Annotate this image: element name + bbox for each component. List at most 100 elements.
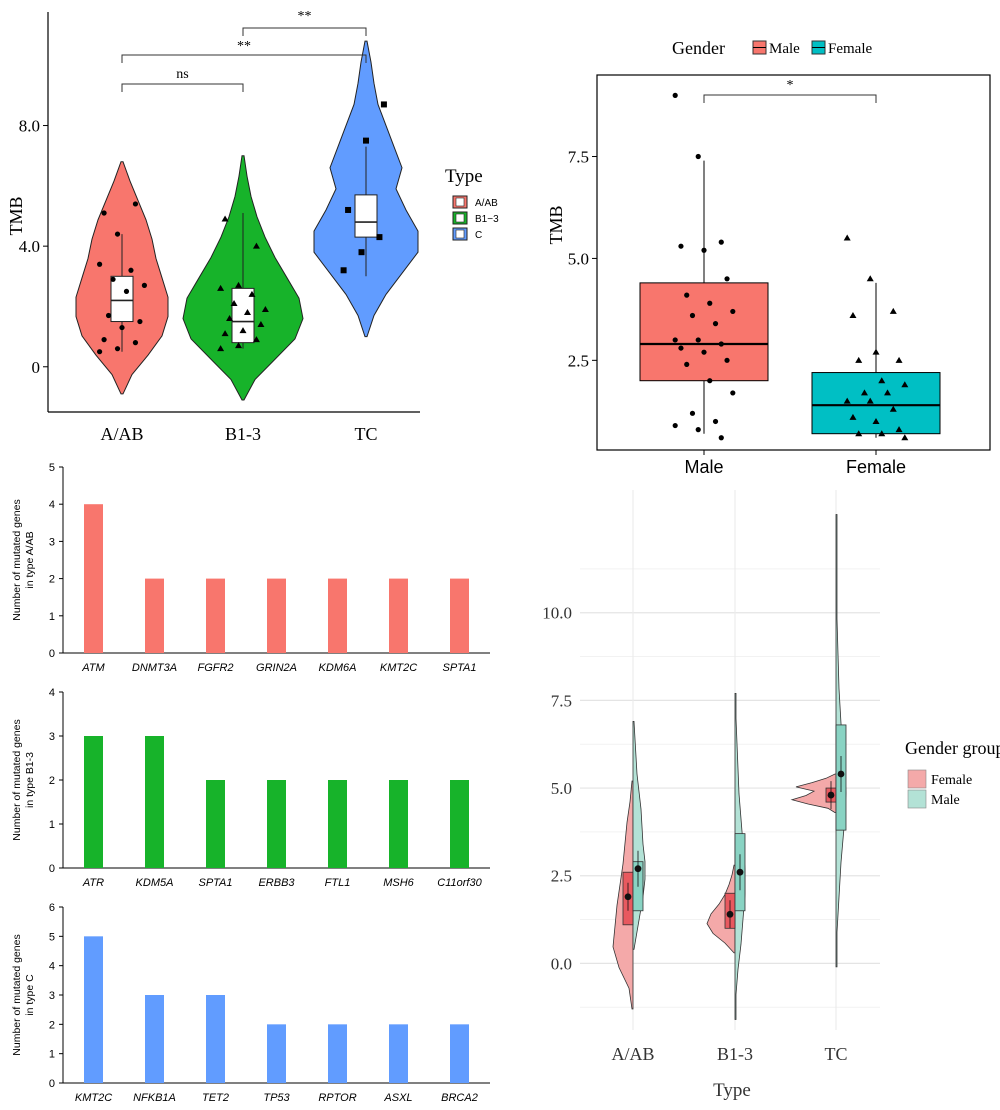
data-point: [884, 389, 892, 396]
x-tick-label: DNMT3A: [132, 662, 177, 674]
data-point: [235, 281, 243, 288]
y-tick-label: 0: [32, 358, 41, 377]
y-tick-label: 0: [49, 863, 55, 875]
x-tick-label: TC: [354, 424, 377, 444]
x-tick-label: B1-3: [225, 424, 261, 444]
y-tick-label: 2.5: [551, 867, 572, 886]
data-point: [901, 434, 909, 441]
violin-male: [632, 721, 646, 950]
y-tick-label: 0: [49, 648, 55, 660]
data-point: [678, 243, 684, 249]
x-tick-label: A/AB: [611, 1044, 654, 1064]
bar-nfkb1a: [145, 995, 164, 1083]
data-point: [248, 290, 256, 297]
data-point: [730, 390, 736, 396]
data-point: [97, 261, 103, 267]
data-point: [712, 418, 719, 425]
data-point: [363, 137, 369, 144]
legend-swatch-box: [455, 197, 465, 207]
x-tick-label: SPTA1: [442, 662, 476, 674]
data-point: [101, 337, 107, 343]
bar-atr: [84, 736, 103, 868]
x-tick-label: B1-3: [717, 1044, 753, 1064]
legend-swatch: [907, 769, 927, 789]
data-point: [380, 101, 387, 108]
data-point: [689, 312, 696, 319]
data-point: [855, 356, 863, 363]
x-tick-label: ATR: [82, 877, 104, 889]
significance-label: ns: [176, 67, 188, 82]
x-tick-label: MSH6: [383, 877, 414, 889]
x-tick-label: ERBB3: [258, 877, 295, 889]
data-point: [235, 342, 243, 349]
x-tick-label: KMT2C: [75, 1092, 112, 1104]
data-point: [718, 435, 724, 441]
data-point: [849, 311, 857, 318]
data-point: [855, 430, 863, 437]
data-point: [889, 307, 897, 314]
data-point: [901, 381, 909, 388]
y-tick-label: 2.5: [568, 351, 589, 370]
bar-grin2a: [267, 578, 286, 653]
y-tick-label: 4: [49, 499, 55, 511]
x-tick-label: FTL1: [325, 877, 351, 889]
data-point: [672, 422, 678, 429]
x-tick-label: FGFR2: [197, 662, 233, 674]
mean-point-male: [837, 770, 845, 778]
mutated-genes-aab-bar-chart: 0 1 2 3 4 5 Number of mutated genesin type A/A…: [11, 462, 490, 674]
tmb-by-type-violin-chart: 0 4.0 8.0 TMB A/AB B1-3 TC ns ** ** Type A/AB B1−3 C: [6, 9, 499, 444]
data-point: [376, 234, 383, 241]
data-point: [345, 206, 352, 213]
y-tick-label: 0.0: [551, 954, 572, 973]
data-point: [878, 377, 886, 384]
y-tick-label: 2: [49, 1019, 55, 1031]
data-point: [889, 405, 897, 412]
data-point: [114, 346, 121, 352]
data-point: [252, 242, 260, 249]
y-tick-label: 1: [49, 819, 55, 831]
data-point: [684, 292, 690, 298]
y-axis-label: Number of mutated genesin type B1-3: [11, 719, 36, 840]
data-point: [128, 267, 134, 273]
data-point: [217, 345, 225, 352]
data-point: [695, 427, 701, 433]
x-tick-label: TP53: [263, 1092, 290, 1104]
data-point: [895, 426, 903, 433]
data-point: [730, 308, 736, 315]
data-point: [695, 153, 701, 160]
data-point: [105, 312, 112, 319]
data-point: [718, 341, 724, 347]
x-tick-label: BRCA2: [441, 1092, 478, 1104]
y-tick-label: 4: [49, 961, 55, 973]
bar-erbb3: [267, 780, 286, 868]
x-tick-label: KMT2C: [380, 662, 417, 674]
data-point: [895, 356, 903, 363]
data-point: [724, 276, 730, 282]
data-point: [221, 330, 229, 337]
data-point: [230, 299, 238, 306]
tmb-gender-split-violin-chart: 0.0 2.5 5.0 7.5 10.0 A/AB B1-3 TC Type Gender gro…: [542, 490, 1000, 1101]
data-point: [684, 361, 690, 368]
data-point: [689, 410, 696, 416]
mutated-genes-c-bar-chart: 0 1 2 3 4 5 6 Number of mutated genesin type C K…: [11, 902, 490, 1104]
y-tick-label: 7.5: [551, 691, 572, 710]
box: [231, 287, 255, 344]
legend-label: Male: [931, 793, 960, 808]
data-point: [718, 239, 724, 245]
legend-swatch: [907, 789, 927, 809]
data-point: [132, 340, 139, 346]
legend-title: Type: [445, 166, 483, 187]
box-male: [639, 282, 769, 382]
legend-label: Female: [931, 773, 972, 788]
legend-swatch-box: [455, 213, 465, 223]
data-point: [221, 215, 229, 222]
y-tick-label: 6: [49, 902, 55, 914]
y-axis-label: Number of mutated genesin type C: [11, 934, 36, 1055]
y-axis-label: TMB: [6, 196, 26, 235]
bar-kmt2c: [84, 936, 103, 1083]
data-point: [239, 327, 247, 334]
bar-kmt2c: [389, 578, 408, 653]
significance-label: **: [237, 39, 251, 54]
data-point: [132, 201, 139, 207]
x-axis-label: Type: [713, 1080, 751, 1101]
